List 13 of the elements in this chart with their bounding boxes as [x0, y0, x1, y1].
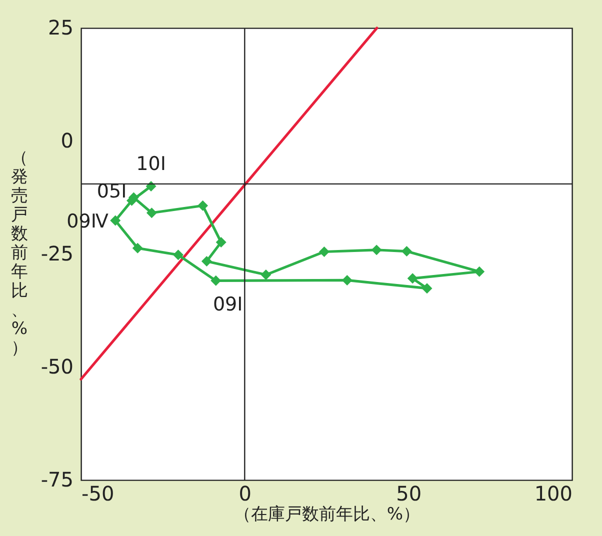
y-tick-label: 25: [48, 16, 74, 40]
annotation: 10Ⅰ: [136, 153, 166, 176]
y-tick-label: -50: [40, 354, 74, 378]
x-tick-label: 50: [396, 482, 422, 506]
y-tick-label: -75: [40, 468, 74, 492]
x-axis-title: （在庫戸数前年比、%）: [234, 504, 420, 524]
x-tick-label: -50: [82, 482, 114, 506]
y-tick-label: -25: [40, 242, 74, 266]
x-tick-label: 100: [534, 482, 572, 506]
annotation: 09Ⅰ: [212, 294, 243, 316]
y-tick-label: 0: [60, 128, 74, 152]
x-tick-label: 0: [238, 482, 252, 506]
text: （発売戸数前年比、%）: [11, 148, 28, 358]
